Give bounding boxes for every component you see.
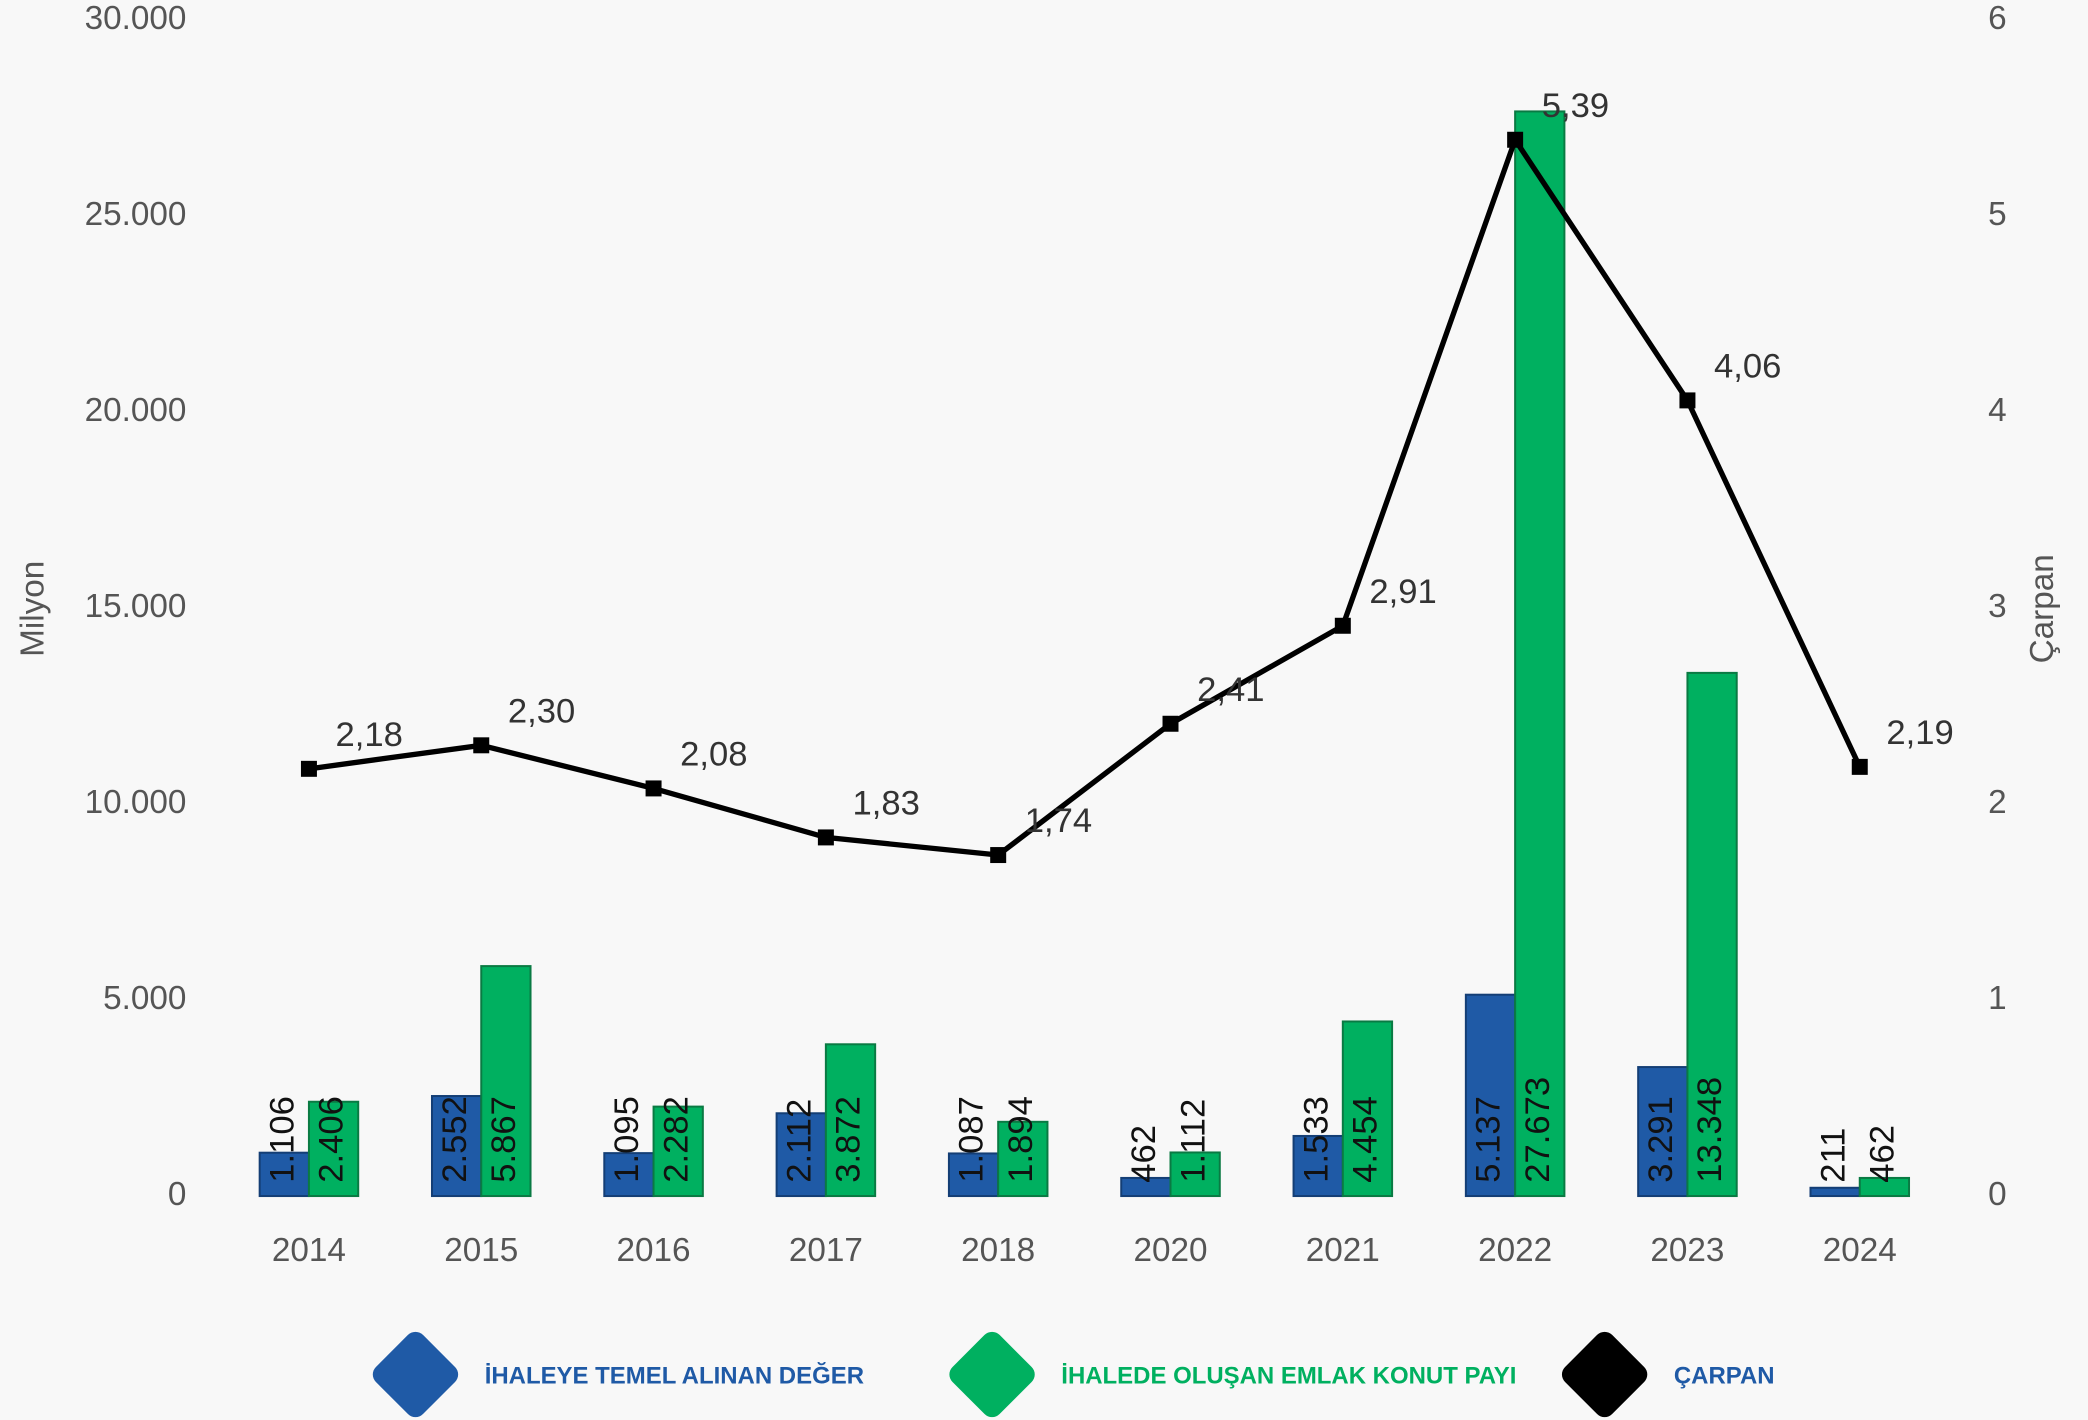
bar-value-label: 27.673 <box>1519 1077 1557 1183</box>
legend-swatch <box>1561 1331 1648 1418</box>
bar <box>480 965 532 1198</box>
line-value-label: 2,19 <box>1886 714 1953 752</box>
x-tick-label: 2017 <box>789 1232 863 1269</box>
bar-value-label: 3.291 <box>1642 1096 1680 1183</box>
legend-label: İHALEYE TEMEL ALINAN DEĞER <box>485 1361 864 1389</box>
x-tick-label: 2024 <box>1823 1232 1897 1269</box>
y2-tick-label: 2 <box>1988 784 2007 821</box>
bar-value-label: 2.552 <box>436 1096 474 1183</box>
line-value-label: 2,41 <box>1197 671 1264 709</box>
bar <box>1858 1176 1911 1198</box>
bar <box>1637 1066 1689 1198</box>
bar-value-label: 13.348 <box>1691 1077 1729 1183</box>
bar-value-label: 462 <box>1125 1125 1163 1183</box>
bar <box>1292 1134 1344 1198</box>
y2-axis-title: Çarpan <box>2024 554 2061 663</box>
line-value-label: 1,74 <box>1025 802 1092 840</box>
bar-value-label: 211 <box>1814 1128 1852 1183</box>
bar <box>603 1152 655 1198</box>
line-marker <box>645 780 662 797</box>
line <box>308 133 1863 858</box>
bar <box>258 1151 310 1198</box>
y2-tick-label: 0 <box>1988 1176 2007 1213</box>
y2-tick-label: 5 <box>1988 196 2007 233</box>
x-tick-label: 2021 <box>1306 1232 1380 1269</box>
bar <box>430 1095 483 1198</box>
y-tick-label: 15.000 <box>85 588 187 625</box>
line-value-label: 1,83 <box>853 785 920 823</box>
legend-label: İHALEDE OLUŞAN EMLAK KONUT PAYI <box>1061 1362 1516 1389</box>
bar <box>652 1105 704 1198</box>
y-tick-label: 0 <box>168 1176 187 1213</box>
bar-value-label: 3.872 <box>830 1096 868 1183</box>
line-marker <box>300 760 317 777</box>
bar-value-label: 1.087 <box>953 1096 991 1183</box>
line-value-label: 2,91 <box>1369 573 1436 611</box>
y-tick-label: 30.000 <box>85 0 187 37</box>
y2-tick-label: 4 <box>1988 392 2007 429</box>
bar-value-label: 1.533 <box>1297 1096 1335 1183</box>
bar <box>1514 110 1566 1198</box>
line-marker <box>1679 392 1696 409</box>
bar-value-label: 5.867 <box>485 1096 523 1183</box>
y-axis-title: Milyon <box>14 561 51 657</box>
y2-tick-label: 6 <box>1988 0 2007 37</box>
x-tick-label: 2015 <box>444 1232 518 1269</box>
bar-value-label: 5.137 <box>1470 1096 1508 1183</box>
line-marker <box>1334 617 1351 634</box>
line-value-label: 4,06 <box>1714 348 1781 386</box>
legend-swatch <box>949 1331 1035 1418</box>
line-marker <box>1851 758 1868 775</box>
bar <box>307 1100 360 1198</box>
x-tick-label: 2018 <box>961 1232 1035 1269</box>
bar-value-label: 2.112 <box>780 1099 818 1183</box>
bar-value-label: 1.095 <box>608 1096 646 1183</box>
legend-swatch <box>372 1331 459 1418</box>
bar <box>1169 1151 1221 1198</box>
y-tick-label: 10.000 <box>85 784 187 821</box>
y2-tick-label: 1 <box>1988 980 2007 1017</box>
y2-tick-label: 3 <box>1988 588 2007 625</box>
x-tick-label: 2014 <box>272 1232 346 1269</box>
bar-value-label: 2.282 <box>657 1096 695 1183</box>
line-value-label: 2,18 <box>336 716 403 754</box>
line-marker <box>817 829 834 846</box>
x-tick-label: 2023 <box>1650 1232 1724 1269</box>
y-tick-label: 25.000 <box>85 196 187 233</box>
x-tick-label: 2022 <box>1478 1232 1552 1269</box>
bar-value-label: 4.454 <box>1347 1096 1385 1183</box>
bar-value-label: 462 <box>1864 1125 1902 1183</box>
bar <box>1686 671 1738 1198</box>
line-marker <box>990 847 1007 864</box>
line-value-label: 2,08 <box>680 736 747 774</box>
x-tick-label: 2016 <box>617 1232 691 1269</box>
line-value-label: 2,30 <box>508 692 575 730</box>
line-marker <box>473 737 490 754</box>
line-marker <box>1162 715 1179 732</box>
y-tick-label: 5.000 <box>103 980 186 1017</box>
line-value-label: 5,39 <box>1542 87 1609 125</box>
bar-value-label: 2.406 <box>313 1096 351 1183</box>
bar <box>824 1043 877 1198</box>
x-tick-label: 2020 <box>1133 1232 1207 1269</box>
bar-value-label: 1.106 <box>263 1096 301 1183</box>
legend-label: ÇARPAN <box>1674 1362 1775 1389</box>
bar <box>947 1152 1000 1198</box>
bar <box>1341 1020 1394 1198</box>
bar <box>997 1120 1049 1198</box>
bar <box>1809 1186 1861 1198</box>
bar-value-label: 1.112 <box>1174 1099 1212 1183</box>
bar-value-label: 1.894 <box>1002 1096 1040 1183</box>
line-marker <box>1507 131 1524 148</box>
y-tick-label: 20.000 <box>85 392 187 429</box>
